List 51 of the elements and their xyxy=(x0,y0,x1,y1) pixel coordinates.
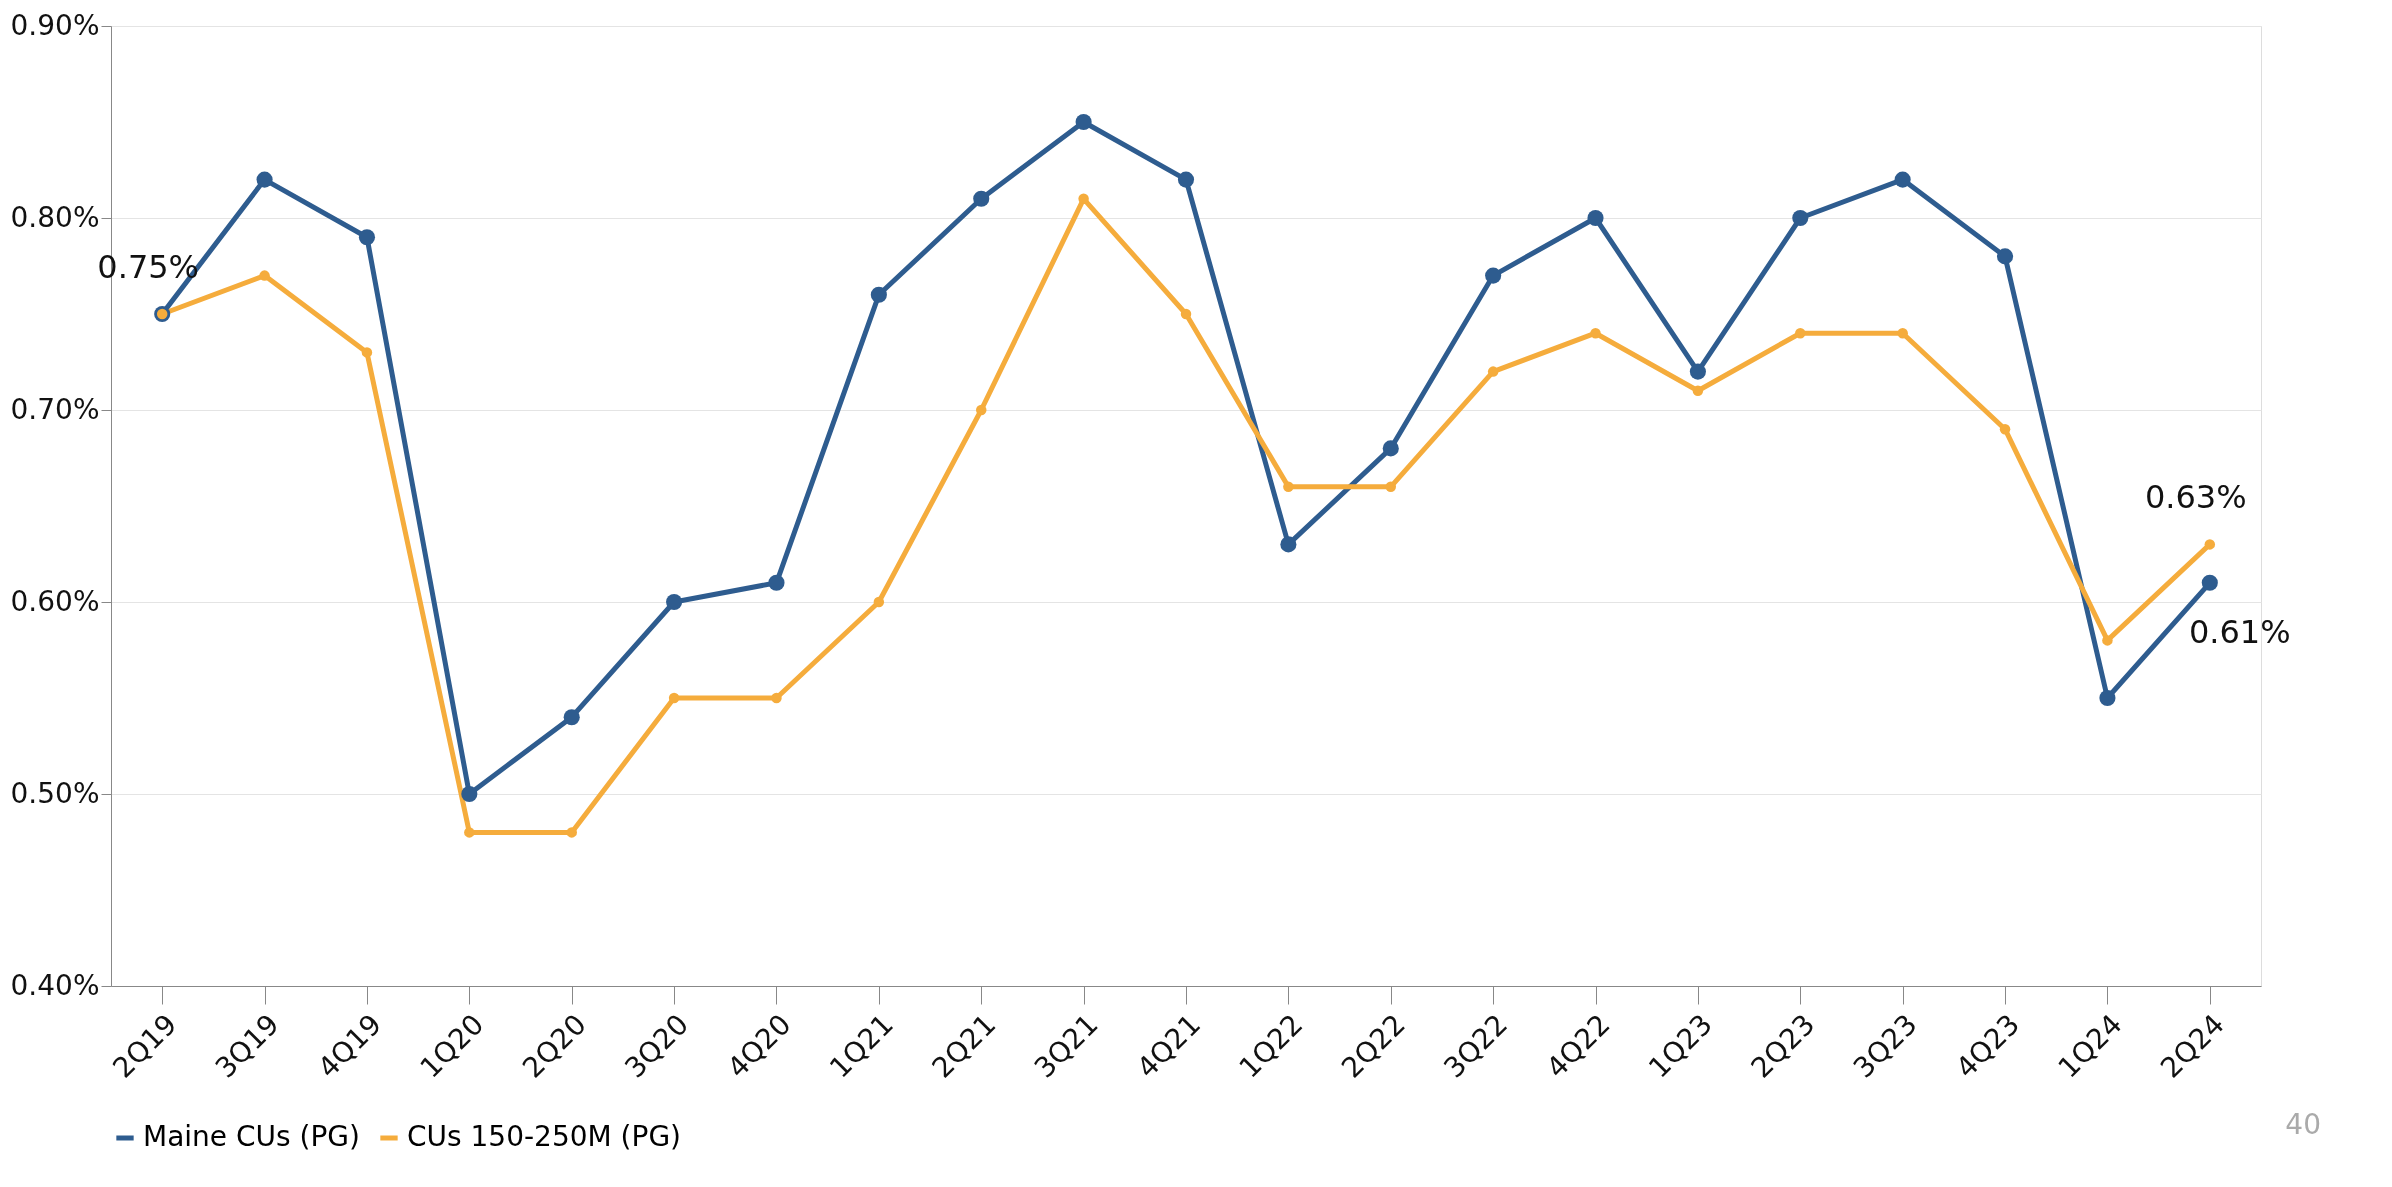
point xyxy=(1280,536,1297,553)
point xyxy=(666,593,683,611)
point xyxy=(1689,363,1706,380)
point xyxy=(975,404,987,416)
point xyxy=(2204,539,2216,550)
point xyxy=(2201,574,2218,591)
y-tick-label: 0.90% xyxy=(10,8,100,42)
point xyxy=(1692,385,1704,397)
point xyxy=(768,574,785,591)
point xyxy=(1897,327,1908,339)
point xyxy=(1385,481,1397,493)
point xyxy=(1792,209,1809,227)
legend-label: CUs 150-250M (PG) xyxy=(407,1120,682,1153)
point xyxy=(361,347,373,358)
y-tick-label: 0.80% xyxy=(10,200,100,234)
point xyxy=(1177,171,1195,188)
y-tick-label: 0.60% xyxy=(10,584,100,618)
point xyxy=(1487,366,1499,377)
point xyxy=(358,229,376,246)
point xyxy=(566,827,577,838)
point xyxy=(1996,248,2014,265)
point xyxy=(2102,635,2113,646)
point xyxy=(1485,267,1502,284)
point xyxy=(1180,308,1192,320)
legend-label: Maine CUs (PG) xyxy=(143,1120,360,1153)
point xyxy=(464,827,475,838)
point xyxy=(1795,327,1806,339)
point xyxy=(771,692,782,704)
point xyxy=(256,171,273,188)
point xyxy=(1590,327,1601,339)
point xyxy=(1894,171,1911,188)
point xyxy=(1587,209,1604,227)
point xyxy=(973,190,990,207)
text: 40 xyxy=(2285,1108,2321,1141)
data-label: 0.75% xyxy=(97,248,200,286)
point xyxy=(668,692,680,704)
point xyxy=(2099,689,2116,707)
point xyxy=(1075,113,1092,131)
point xyxy=(1283,481,1294,493)
data-label: 0.61% xyxy=(2188,612,2291,651)
point xyxy=(870,286,887,303)
y-tick-label: 0.50% xyxy=(10,776,100,810)
point xyxy=(563,709,580,726)
data-label: 0.63% xyxy=(2144,478,2247,517)
point xyxy=(461,785,478,803)
y-tick-label: 0.40% xyxy=(10,968,100,1002)
point xyxy=(1382,440,1399,457)
y-tick-label: 0.70% xyxy=(10,392,100,426)
point xyxy=(259,270,270,281)
point xyxy=(1999,423,2011,435)
point xyxy=(873,596,885,608)
